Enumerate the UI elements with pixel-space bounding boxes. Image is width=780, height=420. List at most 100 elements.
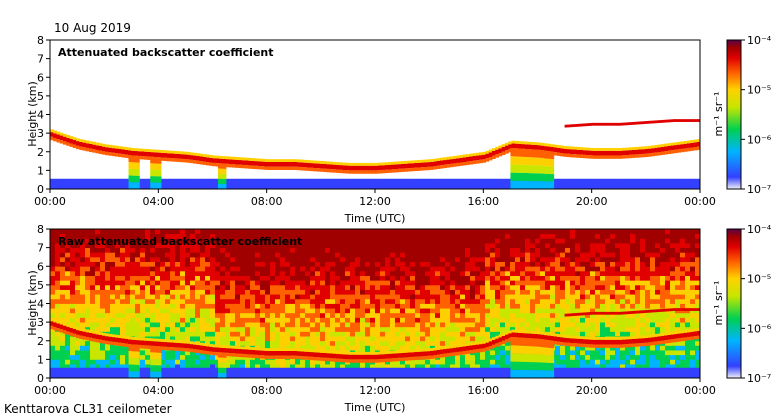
x-tick-label: 00:00 (34, 195, 66, 208)
noise-cell (650, 298, 656, 304)
cloud-top-cell (365, 162, 369, 166)
noise-cell (115, 270, 121, 276)
noise-cell (635, 252, 641, 258)
noise-cell (595, 294, 601, 300)
noise-cell (585, 289, 591, 295)
cloud-top-cell (644, 146, 649, 150)
noise-cell (335, 364, 341, 370)
noise-cell (590, 294, 596, 300)
noise-cell (280, 294, 286, 300)
noise-cell (585, 247, 591, 253)
noise-cell (300, 247, 306, 253)
noise-cell (590, 233, 596, 239)
precip-cell (159, 182, 161, 189)
noise-cell (100, 354, 106, 360)
noise-cell (380, 229, 386, 235)
noise-cell (540, 270, 546, 276)
noise-cell (110, 247, 116, 253)
cloud-edge-cell (355, 170, 360, 174)
noise-cell (65, 303, 71, 309)
cloud-core-cell (95, 145, 100, 150)
noise-cell (485, 233, 491, 239)
noise-cell (270, 326, 276, 332)
noise-cell (605, 289, 611, 295)
noise-cell (595, 233, 601, 239)
noise-cell (625, 280, 631, 286)
noise-cell (215, 242, 221, 249)
noise-cell (560, 289, 566, 295)
noise-cell (260, 298, 266, 304)
noise-cell (340, 294, 346, 300)
noise-cell (420, 261, 426, 267)
noise-cell (635, 242, 641, 249)
noise-cell (425, 252, 431, 258)
noise-cell (490, 247, 496, 253)
noise-cell (660, 252, 666, 258)
noise-cell (430, 294, 436, 300)
noise-cell (70, 308, 76, 314)
noise-cell (225, 312, 231, 318)
upper-cloud-cell (630, 122, 633, 125)
cloud-edge-cell (414, 167, 418, 172)
noise-cell (450, 354, 456, 360)
noise-cell (100, 284, 106, 290)
noise-cell (295, 336, 301, 342)
noise-cell (315, 252, 321, 258)
noise-cell (250, 322, 256, 328)
noise-cell (620, 261, 626, 267)
noise-cell (75, 364, 81, 370)
noise-cell (595, 364, 601, 370)
noise-cell (310, 312, 316, 318)
noise-cell (475, 256, 481, 262)
upper-cloud-cell (627, 122, 631, 126)
noise-cell (140, 312, 146, 318)
noise-cell (530, 294, 536, 300)
noise-cell (600, 331, 606, 337)
precip-cell (158, 182, 160, 189)
noise-cell (170, 275, 176, 281)
noise-cell (430, 336, 436, 342)
noise-cell (645, 331, 651, 337)
noise-cell (170, 331, 176, 337)
noise-cell (520, 312, 526, 318)
noise-cell (465, 280, 471, 286)
precip-cell (541, 150, 545, 159)
noise-cell (65, 256, 71, 262)
noise-cell (430, 312, 436, 318)
cloud-edge-cell (488, 156, 493, 161)
noise-cell (475, 280, 481, 286)
noise-cell (265, 275, 271, 281)
noise-cell (305, 270, 311, 276)
noise-cell (660, 359, 666, 365)
noise-cell (100, 289, 106, 295)
noise-cell (570, 238, 576, 244)
noise-cell (195, 326, 201, 332)
noise-cell (125, 364, 131, 370)
cloud-core-cell (323, 164, 327, 169)
cloud-top-cell (183, 151, 187, 155)
backscatter-field-2 (50, 229, 701, 379)
cloud-edge-cell (443, 164, 447, 169)
noise-cell (565, 331, 571, 337)
cloud-core-cell (306, 162, 311, 168)
noise-cell (580, 303, 586, 309)
noise-cell (200, 233, 206, 239)
noise-cell (620, 247, 626, 253)
noise-cell (150, 247, 156, 253)
noise-cell (620, 354, 626, 360)
noise-cell (200, 354, 206, 360)
noise-cell (355, 270, 361, 276)
noise-cell (130, 247, 136, 253)
precip-cell (136, 169, 138, 176)
noise-cell (160, 284, 166, 290)
noise-cell (80, 317, 86, 323)
noise-cell (460, 298, 466, 304)
cloud-edge-cell (670, 150, 675, 154)
noise-cell (85, 345, 91, 351)
noise-cell (330, 308, 336, 314)
noise-cell (125, 284, 131, 290)
precip-cell (220, 173, 222, 179)
noise-cell (110, 359, 116, 365)
noise-cell (370, 326, 376, 332)
noise-cell (585, 229, 591, 235)
